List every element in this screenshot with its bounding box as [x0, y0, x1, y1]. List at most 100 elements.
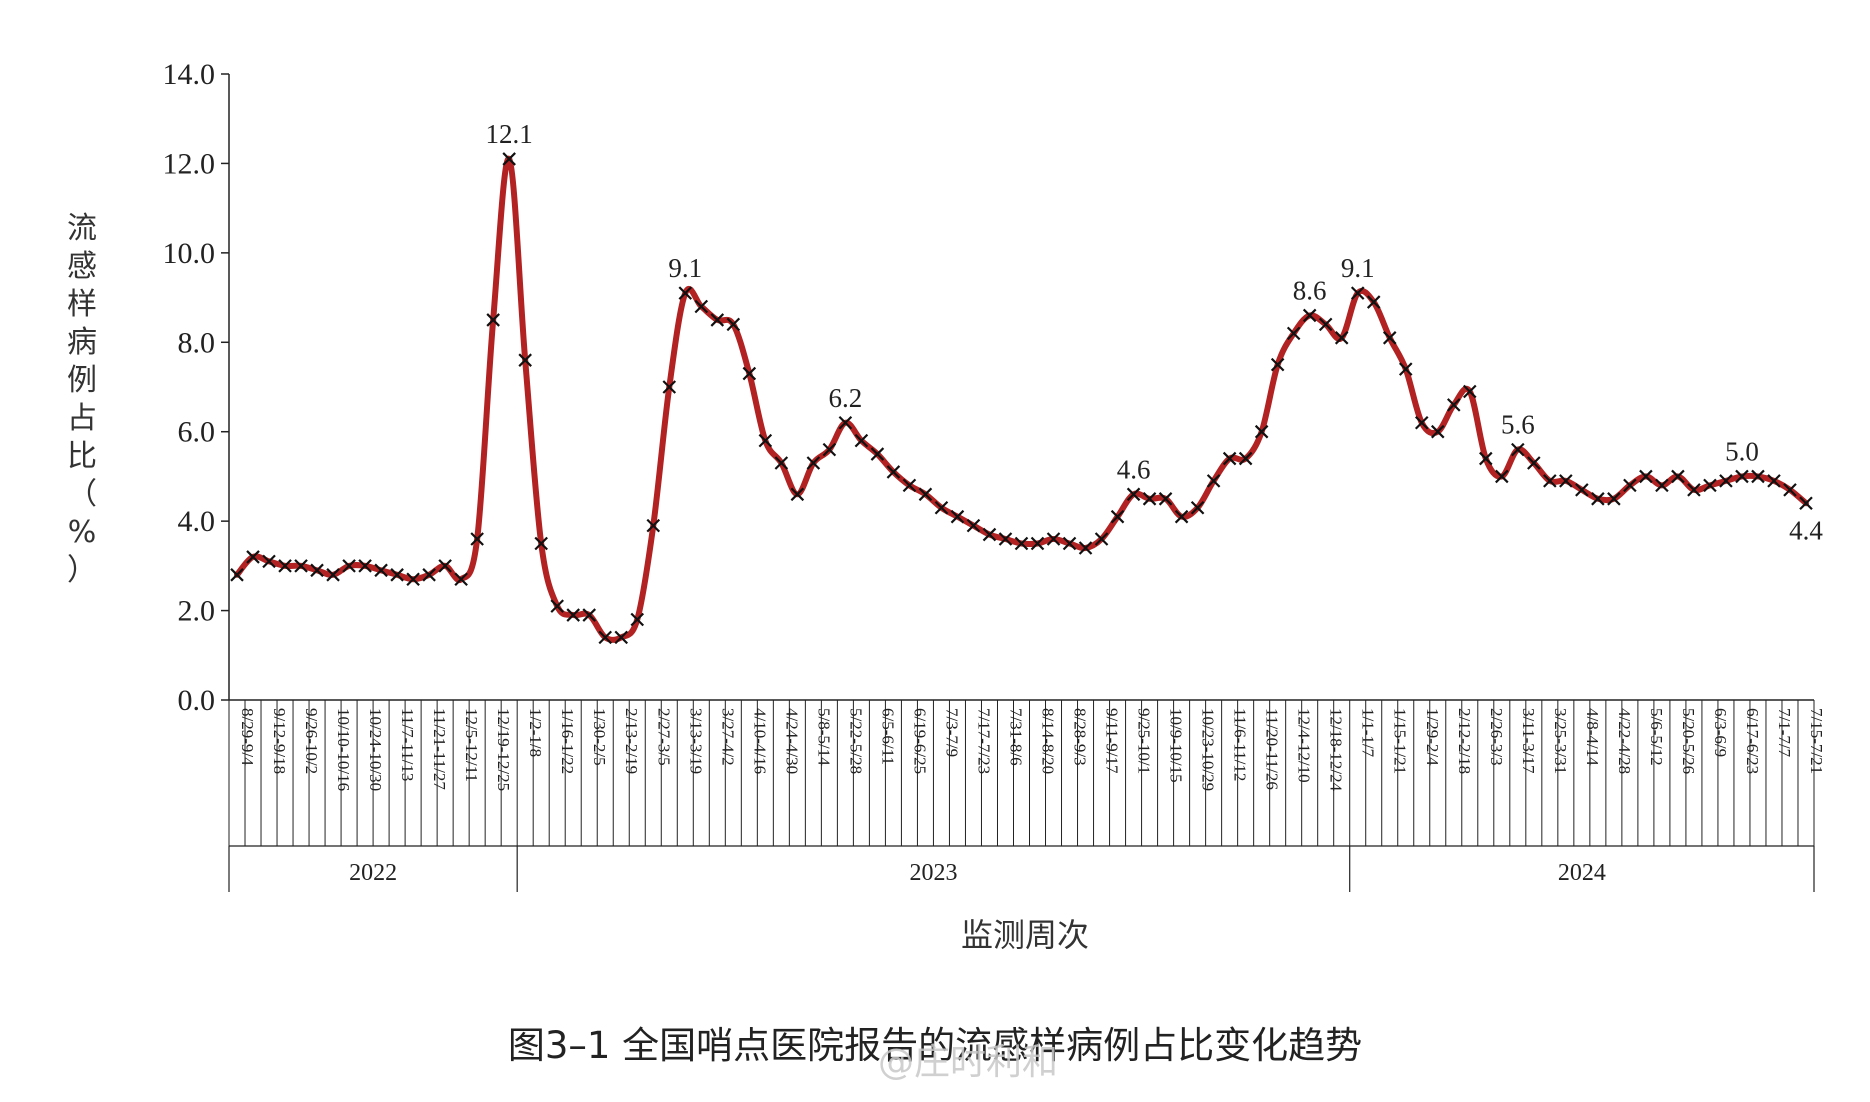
data-point-marker: [1078, 541, 1093, 555]
data-point-marker: [374, 563, 388, 578]
data-point-marker: [1719, 474, 1733, 488]
data-label: 5.6: [1501, 410, 1535, 440]
data-point-marker: [1222, 451, 1237, 466]
data-point-marker: [230, 568, 244, 582]
x-tick-label: 3/11-3/17: [1519, 708, 1538, 774]
data-point-marker: [934, 500, 949, 515]
data-point-marker: [1703, 478, 1717, 493]
x-tick-label: 1/29-2/4: [1423, 708, 1442, 766]
data-point-marker: [358, 559, 372, 573]
year-label: 2022: [349, 860, 397, 886]
data-point-marker: [1190, 500, 1205, 515]
x-tick-label: 11/20-11/26: [1263, 708, 1282, 790]
data-point-marker: [1655, 478, 1669, 493]
x-tick-label: 9/26-10/2: [302, 708, 321, 774]
data-point-marker: [710, 313, 725, 327]
data-point-marker: [566, 608, 580, 622]
data-point-marker: [1463, 384, 1477, 399]
x-tick-label: 10/9-10/15: [1167, 708, 1186, 783]
x-tick-label: 4/8-4/14: [1583, 708, 1602, 766]
x-tick-label: 6/5-6/11: [878, 708, 897, 765]
y-axis-label-char: （: [67, 477, 97, 512]
x-tick-label: 4/24-4/30: [782, 708, 801, 774]
data-point-marker: [1543, 474, 1557, 488]
y-axis-label-char: 样: [67, 287, 97, 322]
data-point-marker: [1591, 492, 1605, 506]
data-point-marker: [1687, 483, 1701, 497]
data-point-marker: [326, 568, 340, 582]
year-label: 2023: [909, 860, 957, 886]
data-label: 5.0: [1725, 436, 1759, 466]
x-tick-label: 1/15-1/21: [1391, 708, 1410, 774]
y-tick-label: 6.0: [178, 416, 216, 449]
x-tick-label: 5/22-5/28: [846, 708, 865, 774]
x-tick-label: 4/22-4/28: [1615, 708, 1634, 774]
data-point-marker: [1174, 509, 1189, 524]
x-tick-label: 1/16-1/22: [558, 708, 577, 774]
data-point-marker: [1094, 532, 1109, 546]
x-tick-label: 1/30-2/5: [590, 708, 609, 766]
data-point-marker: [1398, 362, 1413, 376]
data-point-marker: [918, 487, 933, 502]
y-axis-label-char: 占: [67, 401, 97, 436]
x-tick-label: 10/24-10/30: [366, 708, 385, 791]
data-point-marker: [870, 447, 885, 461]
data-point-marker: [1062, 536, 1077, 551]
x-tick-label: 3/25-3/31: [1551, 708, 1570, 774]
data-point-marker: [1350, 286, 1365, 300]
x-tick-label: 2/27-3/5: [654, 708, 673, 766]
data-point-marker: [1382, 331, 1397, 345]
data-point-marker: [1767, 474, 1781, 488]
data-point-marker: [1318, 317, 1333, 332]
x-tick-label: 5/6-5/12: [1647, 708, 1666, 766]
data-point-marker: [1238, 451, 1253, 466]
data-point-marker: [390, 568, 404, 582]
data-point-marker: [550, 599, 564, 613]
data-point-marker: [950, 509, 965, 524]
data-point-marker: [1254, 424, 1269, 439]
data-point-marker: [758, 433, 773, 448]
x-tick-label: 6/17-6/23: [1743, 708, 1762, 774]
data-label: 8.6: [1293, 275, 1327, 305]
data-point-marker: [1414, 415, 1429, 430]
data-point-marker: [662, 380, 677, 394]
year-label: 2024: [1558, 860, 1606, 886]
data-point-marker: [470, 532, 484, 546]
data-point-marker: [790, 487, 805, 502]
x-tick-label: 12/19-12/25: [494, 708, 513, 791]
data-point-marker: [822, 442, 837, 457]
x-tick-label: 12/4-12/10: [1295, 708, 1314, 783]
y-tick-label: 2.0: [178, 595, 216, 628]
chart-title: 图3–1 全国哨点医院报告的流感样病例占比变化趋势: [508, 1024, 1362, 1067]
x-tick-label: 7/3-7/9: [942, 708, 961, 757]
x-tick-label: 9/11-9/17: [1103, 708, 1122, 774]
y-axis-label-char: 流: [67, 211, 97, 246]
data-point-marker: [630, 612, 645, 627]
data-point-marker: [1270, 357, 1285, 372]
data-point-marker: [966, 518, 981, 533]
data-point-marker: [1014, 536, 1029, 551]
data-label: 6.2: [829, 383, 863, 413]
data-point-marker: [294, 559, 308, 573]
x-tick-label: 1/1-1/7: [1359, 708, 1378, 758]
x-tick-label: 11/6-11/12: [1231, 708, 1250, 781]
year-axis: 2022 2023 2024: [228, 845, 1815, 892]
data-point-marker: [1126, 487, 1141, 502]
y-tick-label: 8.0: [178, 326, 216, 359]
data-point-marker: [342, 559, 356, 573]
x-tick-label: 2/13-2/19: [622, 708, 641, 774]
data-point-marker: [1110, 509, 1125, 524]
x-tick-label: 1/2-1/8: [526, 708, 545, 757]
data-point-marker: [614, 630, 629, 645]
x-tick-label: 8/29-9/4: [238, 708, 257, 766]
data-point-marker: [1559, 474, 1573, 488]
x-tick-label: 9/12-9/18: [270, 708, 289, 774]
data-point-marker: [998, 532, 1013, 546]
y-axis-label: 流感样病例占比（%）: [67, 211, 97, 588]
data-point-marker: [1206, 474, 1221, 488]
data-point-marker: [246, 550, 260, 564]
x-tick-label: 8/28-9/3: [1071, 708, 1090, 766]
data-point-marker: [582, 608, 597, 622]
y-axis-label-char: 比: [67, 439, 97, 474]
data-point-marker: [854, 433, 869, 448]
